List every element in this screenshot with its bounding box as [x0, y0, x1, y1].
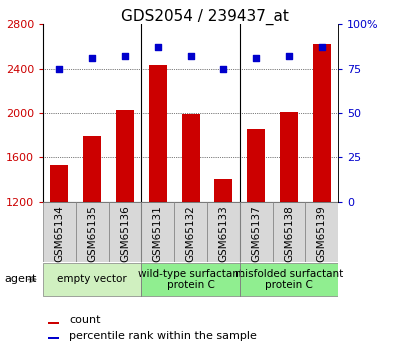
FancyBboxPatch shape	[207, 202, 239, 262]
FancyBboxPatch shape	[174, 202, 207, 262]
FancyBboxPatch shape	[108, 202, 141, 262]
Point	[89, 55, 95, 61]
Text: GSM65134: GSM65134	[54, 205, 64, 262]
Bar	[279, 112, 297, 202]
Bar	[50, 165, 68, 202]
FancyBboxPatch shape	[141, 263, 239, 296]
FancyBboxPatch shape	[76, 202, 108, 262]
Text: agent: agent	[4, 275, 36, 284]
Text: GSM65132: GSM65132	[185, 205, 195, 262]
Text: GSM65135: GSM65135	[87, 205, 97, 262]
Bar	[83, 136, 101, 202]
Text: empty vector: empty vector	[57, 275, 127, 284]
Text: percentile rank within the sample: percentile rank within the sample	[69, 331, 256, 341]
Bar	[148, 65, 166, 202]
Bar	[116, 110, 134, 202]
Text: GSM65136: GSM65136	[120, 205, 130, 262]
Text: count: count	[69, 315, 100, 325]
Bar	[247, 129, 265, 202]
Point	[285, 53, 292, 59]
Text: wild-type surfactant
protein C: wild-type surfactant protein C	[138, 269, 243, 290]
Point	[121, 53, 128, 59]
Bar	[312, 44, 330, 202]
FancyBboxPatch shape	[239, 263, 337, 296]
FancyBboxPatch shape	[239, 202, 272, 262]
Text: GSM65133: GSM65133	[218, 205, 228, 262]
Bar	[48, 322, 59, 324]
Point	[318, 45, 324, 50]
Point	[154, 45, 161, 50]
FancyBboxPatch shape	[272, 202, 305, 262]
Bar	[48, 337, 59, 339]
Point	[187, 53, 193, 59]
Text: GSM65131: GSM65131	[153, 205, 162, 262]
Point	[252, 55, 259, 61]
Text: GDS2054 / 239437_at: GDS2054 / 239437_at	[121, 9, 288, 25]
FancyBboxPatch shape	[43, 263, 141, 296]
Point	[56, 66, 63, 71]
FancyBboxPatch shape	[43, 202, 76, 262]
Text: GSM65139: GSM65139	[316, 205, 326, 262]
FancyBboxPatch shape	[305, 202, 337, 262]
Text: GSM65138: GSM65138	[283, 205, 293, 262]
Text: misfolded surfactant
protein C: misfolded surfactant protein C	[234, 269, 342, 290]
Point	[220, 66, 226, 71]
Bar	[214, 178, 232, 202]
Bar	[181, 114, 199, 202]
FancyBboxPatch shape	[141, 202, 174, 262]
Text: GSM65137: GSM65137	[251, 205, 261, 262]
